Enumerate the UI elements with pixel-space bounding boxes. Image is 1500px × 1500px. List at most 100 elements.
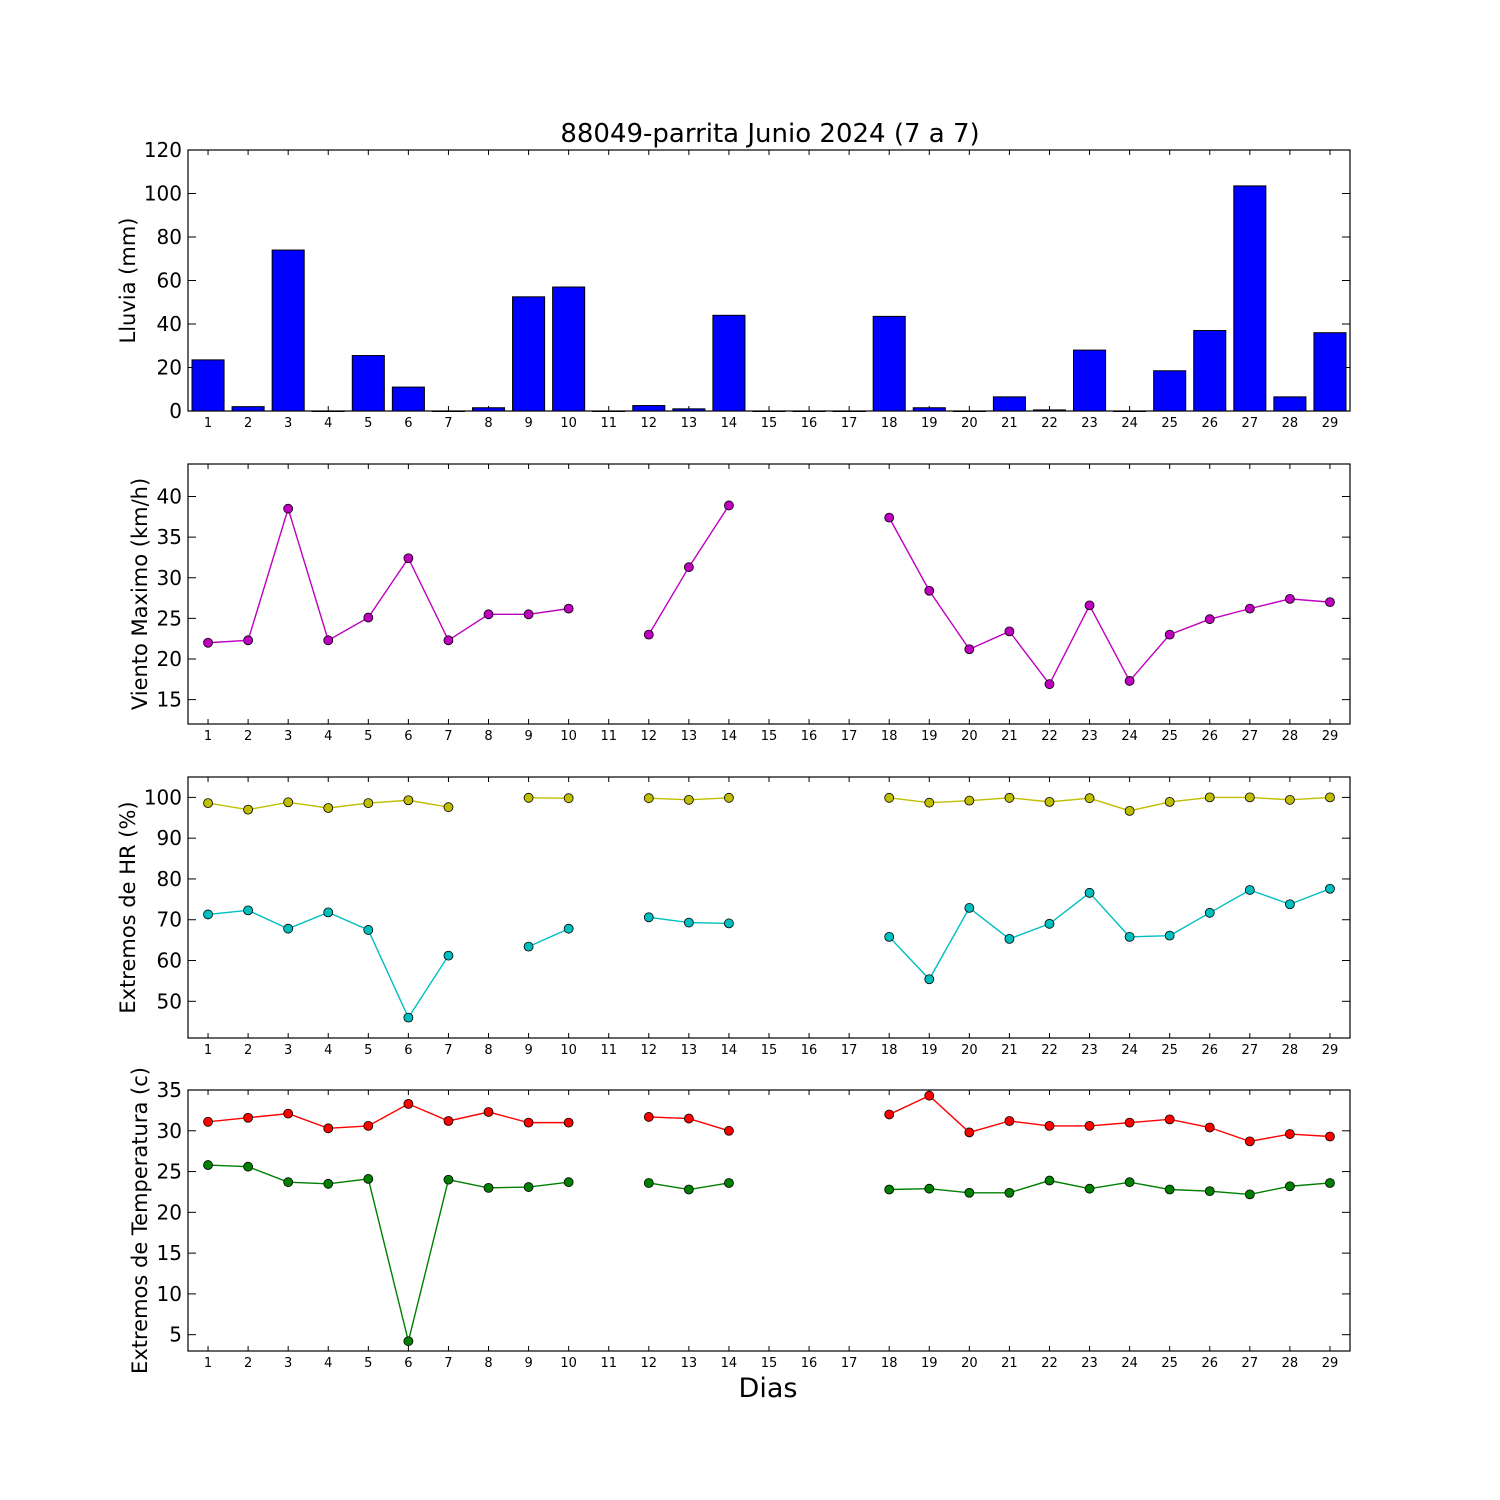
x-tick-label: 20 (961, 729, 978, 744)
x-tick-label: 24 (1121, 1043, 1138, 1058)
x-tick-label: 28 (1282, 1356, 1299, 1371)
x-tick-label: 7 (444, 1356, 452, 1371)
data-point (203, 1160, 213, 1170)
x-tick-label: 12 (641, 729, 658, 744)
x-tick-label: 2 (244, 1356, 252, 1371)
x-tick-label: 8 (484, 729, 492, 744)
data-point (643, 912, 654, 923)
bar (351, 355, 385, 412)
data-point (1325, 597, 1335, 608)
y-tick-label: 50 (157, 989, 182, 1013)
x-tick-label: 26 (1201, 416, 1218, 431)
x-tick-label: 11 (600, 1356, 617, 1371)
data-point (964, 1187, 975, 1198)
x-tick-label: 27 (1242, 729, 1259, 744)
bar (712, 314, 746, 412)
data-point (363, 1120, 374, 1131)
x-tick-label: 6 (404, 1356, 412, 1371)
x-tick-label: 17 (841, 1043, 858, 1058)
x-tick-label: 1 (204, 1043, 212, 1058)
x-tick-label: 22 (1041, 729, 1058, 744)
series-line (207, 796, 1331, 812)
x-tick-label: 23 (1081, 416, 1098, 431)
data-point (1084, 793, 1095, 804)
data-point (1044, 918, 1055, 929)
x-tick-label: 14 (721, 1043, 738, 1058)
data-point (483, 609, 494, 620)
y-tick-label: 10 (157, 1282, 182, 1306)
y-tick-label: 40 (157, 312, 182, 336)
x-tick-label: 24 (1121, 729, 1138, 744)
x-tick-label: 19 (921, 729, 938, 744)
data-point (563, 793, 574, 804)
x-tick-label: 17 (841, 1356, 858, 1371)
data-point (1284, 794, 1295, 805)
x-tick-label: 26 (1201, 1043, 1218, 1058)
x-tick-label: 22 (1041, 1043, 1058, 1058)
data-point (643, 1112, 654, 1122)
x-tick-label: 5 (364, 416, 372, 431)
x-tick-label: 16 (801, 416, 818, 431)
data-point (243, 905, 254, 916)
data-point (884, 512, 895, 523)
data-point (683, 562, 694, 573)
x-tick-label: 1 (204, 1356, 212, 1371)
x-tick-label: 22 (1041, 416, 1058, 431)
y-tick-label: 30 (157, 1119, 182, 1143)
data-point (964, 903, 975, 913)
data-point (964, 644, 975, 655)
x-tick-label: 25 (1161, 416, 1178, 431)
data-point (1325, 883, 1335, 894)
x-tick-label: 20 (961, 1356, 978, 1371)
data-point (523, 1117, 534, 1128)
y-tick-label: 25 (157, 1160, 182, 1184)
x-tick-label: 9 (524, 416, 532, 431)
data-point (1164, 930, 1175, 941)
data-point (483, 1182, 494, 1193)
data-point (724, 792, 734, 803)
y-tick-label: 5 (169, 1323, 182, 1347)
data-point (1164, 629, 1175, 640)
data-point (443, 802, 454, 813)
data-point (1164, 1114, 1175, 1125)
x-tick-label: 4 (324, 1356, 332, 1371)
x-tick-label: 28 (1282, 1043, 1299, 1058)
y-axis-label: Viento Maximo (km/h) (128, 478, 152, 710)
x-tick-label: 21 (1001, 1356, 1018, 1371)
plot-frame (187, 776, 1351, 1039)
data-point (643, 629, 654, 640)
data-point (1044, 796, 1055, 807)
x-tick-label: 27 (1242, 416, 1259, 431)
data-point (724, 918, 734, 929)
x-tick-label: 7 (444, 416, 452, 431)
data-point (1204, 792, 1215, 803)
bar (512, 296, 546, 412)
x-tick-label: 16 (801, 1043, 818, 1058)
x-tick-label: 3 (284, 416, 292, 431)
x-tick-label: 19 (921, 416, 938, 431)
x-tick-label: 13 (681, 416, 698, 431)
x-tick-label: 14 (721, 1356, 738, 1371)
x-tick-label: 9 (524, 1043, 532, 1058)
data-point (443, 1116, 454, 1126)
data-point (884, 792, 895, 803)
bar (471, 407, 506, 412)
data-point (443, 950, 454, 961)
data-point (1004, 934, 1015, 944)
y-tick-label: 100 (144, 785, 182, 809)
x-tick-label: 17 (841, 729, 858, 744)
x-tick-label: 23 (1081, 1043, 1098, 1058)
data-point (1325, 792, 1335, 803)
x-tick-label: 3 (284, 1043, 292, 1058)
data-point (1124, 1177, 1135, 1188)
bar (752, 410, 786, 412)
series-line (208, 1164, 1331, 1342)
y-tick-label: 15 (157, 1241, 182, 1265)
y-tick-label: 60 (157, 269, 182, 293)
data-point (1204, 1186, 1215, 1197)
x-tick-label: 12 (641, 1043, 658, 1058)
x-tick-label: 9 (524, 729, 532, 744)
data-point (1044, 1175, 1055, 1186)
